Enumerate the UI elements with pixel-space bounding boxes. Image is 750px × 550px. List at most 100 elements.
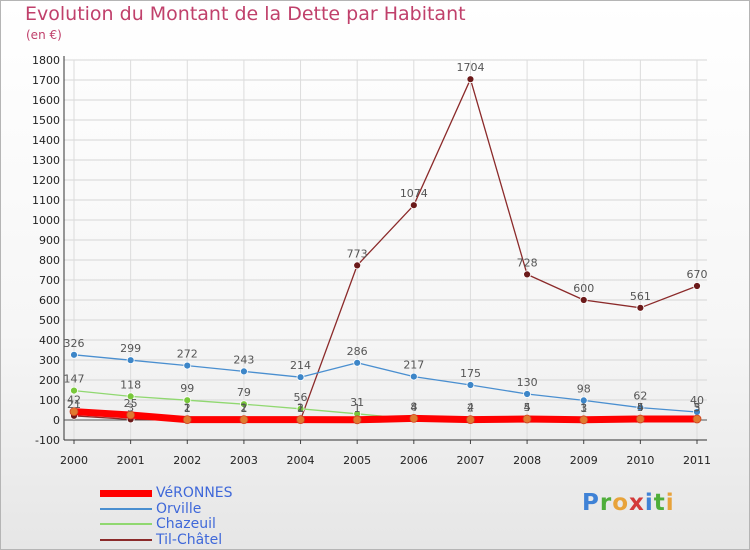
series-line-3 bbox=[73, 78, 698, 421]
data-label: 8 bbox=[410, 400, 417, 413]
data-label: 2 bbox=[467, 402, 474, 415]
data-label: 326 bbox=[64, 337, 85, 350]
data-label: 243 bbox=[233, 353, 254, 366]
data-point bbox=[635, 414, 645, 424]
logo-letter: t bbox=[653, 490, 666, 516]
data-label: 3 bbox=[580, 401, 587, 414]
x-tick-label: 2001 bbox=[117, 454, 145, 467]
x-tick-label: 2008 bbox=[513, 454, 541, 467]
data-point bbox=[126, 410, 136, 420]
legend-swatch bbox=[100, 490, 152, 497]
data-point bbox=[239, 415, 249, 425]
data-label: 4 bbox=[524, 401, 531, 414]
legend-label: Chazeuil bbox=[156, 516, 216, 532]
data-label: 4 bbox=[467, 401, 474, 414]
x-tick-label: 2005 bbox=[343, 454, 371, 467]
data-label: 98 bbox=[577, 382, 591, 395]
data-label: 286 bbox=[347, 345, 368, 358]
x-tick-label: 2007 bbox=[456, 454, 484, 467]
data-label: 175 bbox=[460, 367, 481, 380]
data-point bbox=[183, 396, 192, 405]
x-tick-label: 2011 bbox=[683, 454, 711, 467]
data-point bbox=[409, 413, 419, 423]
data-point bbox=[126, 392, 135, 401]
data-point bbox=[352, 415, 362, 425]
data-label: 21 bbox=[67, 398, 81, 411]
data-label: 56 bbox=[294, 391, 308, 404]
data-label: 3 bbox=[127, 401, 134, 414]
data-point bbox=[70, 350, 78, 359]
data-label: 42 bbox=[67, 394, 81, 407]
data-label: 5 bbox=[524, 401, 531, 414]
data-label: 600 bbox=[573, 282, 594, 295]
data-point bbox=[409, 201, 418, 210]
chart-subtitle: (en €) bbox=[26, 28, 62, 42]
data-label: 299 bbox=[120, 342, 141, 355]
y-tick-label: 1200 bbox=[32, 174, 60, 187]
legend-label: Til-Châtel bbox=[156, 531, 223, 548]
data-label: 2 bbox=[297, 402, 304, 415]
data-point bbox=[523, 390, 531, 398]
data-label: 1 bbox=[354, 402, 361, 415]
y-tick-label: 500 bbox=[39, 314, 60, 327]
data-label: 2 bbox=[240, 402, 247, 415]
legend-swatch bbox=[100, 538, 152, 541]
x-tick-label: 2003 bbox=[230, 454, 258, 467]
y-tick-label: 400 bbox=[39, 334, 60, 347]
data-point bbox=[126, 356, 135, 365]
y-tick-label: 0 bbox=[53, 414, 60, 427]
y-tick-label: 100 bbox=[39, 394, 60, 407]
axes: -100 0 100 200 300 400 500 600 700 800 900 1000 1100… bbox=[32, 54, 711, 467]
data-label: 3 bbox=[694, 401, 701, 414]
data-label: 79 bbox=[237, 386, 251, 399]
y-tick-label: 1700 bbox=[32, 74, 60, 87]
logo-letter: x bbox=[629, 490, 645, 516]
x-tick-label: 2002 bbox=[173, 454, 201, 467]
data-point bbox=[240, 400, 248, 409]
data-point bbox=[523, 270, 531, 279]
data-label: 99 bbox=[180, 382, 194, 395]
data-label: 4 bbox=[637, 401, 644, 414]
legend-swatch bbox=[100, 523, 152, 525]
data-label: 2 bbox=[184, 402, 191, 415]
data-label: 1 bbox=[580, 402, 587, 415]
legend-label: VéRONNES bbox=[156, 485, 233, 501]
data-label: 130 bbox=[517, 376, 538, 389]
y-tick-label: 1600 bbox=[32, 94, 60, 107]
data-point bbox=[692, 414, 702, 424]
data-point bbox=[636, 403, 645, 412]
logo-letter: P bbox=[582, 490, 600, 516]
y-tick-label: 300 bbox=[39, 354, 60, 367]
logo-letter: i bbox=[665, 490, 675, 516]
data-label: 217 bbox=[403, 359, 424, 372]
proxiti-logo: Proxiti bbox=[582, 490, 675, 516]
data-label: 773 bbox=[347, 247, 368, 260]
data-label: 4 bbox=[410, 401, 417, 414]
data-label: 1 bbox=[297, 402, 304, 415]
data-label: 561 bbox=[630, 290, 651, 303]
data-point bbox=[579, 396, 588, 405]
data-label: 5 bbox=[694, 401, 701, 414]
series-lines bbox=[69, 75, 702, 425]
data-label: 147 bbox=[64, 373, 85, 386]
series-line-1 bbox=[73, 354, 698, 413]
data-point bbox=[353, 358, 362, 367]
data-point bbox=[353, 261, 362, 270]
data-point bbox=[240, 367, 248, 376]
x-tick-label: 2006 bbox=[400, 454, 428, 467]
data-point bbox=[693, 282, 701, 290]
data-point bbox=[182, 415, 192, 425]
data-label: 40 bbox=[690, 394, 704, 407]
y-tick-label: 600 bbox=[39, 294, 60, 307]
data-label: 31 bbox=[350, 396, 364, 409]
x-tick-label: 2004 bbox=[287, 454, 315, 467]
legend-label: Orville bbox=[156, 500, 202, 517]
data-point bbox=[409, 372, 418, 381]
y-tick-label: 200 bbox=[39, 374, 60, 387]
data-label: 25 bbox=[124, 397, 138, 410]
data-point bbox=[466, 415, 475, 425]
logo-letter: r bbox=[599, 490, 613, 516]
y-tick-label: 1000 bbox=[32, 214, 60, 227]
